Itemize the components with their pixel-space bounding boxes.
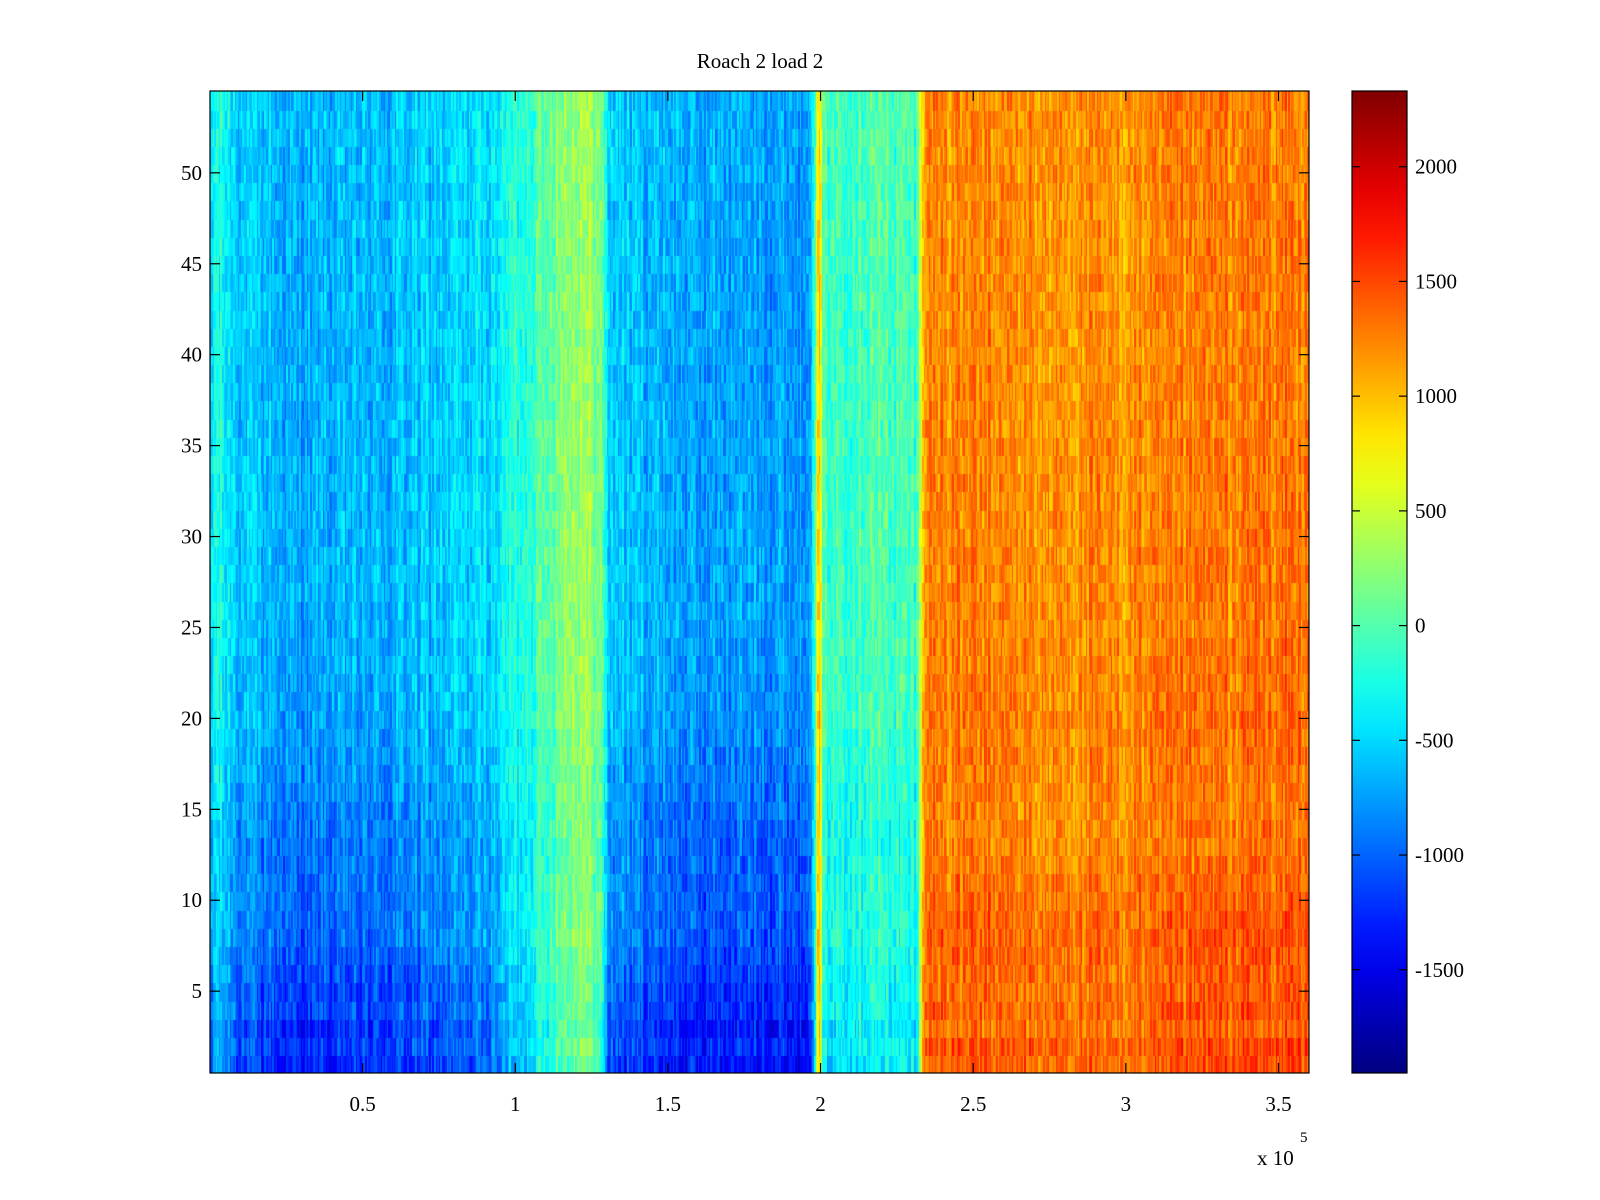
colorbar-tick-label: 1500 xyxy=(1415,269,1457,293)
y-tick-label: 15 xyxy=(181,797,202,821)
colorbar-tick-label: -500 xyxy=(1415,728,1454,752)
chart-title: Roach 2 load 2 xyxy=(697,49,824,73)
colorbar-ticks: -1500 -1000 -500 0 500 1000 1500 2000 xyxy=(1352,155,1464,982)
y-tick-label: 40 xyxy=(181,343,202,367)
colorbar-tick-label: -1500 xyxy=(1415,958,1464,982)
x-axis-multiplier-exponent: 5 xyxy=(1300,1130,1308,1146)
heatmap-cells xyxy=(210,91,1309,1073)
y-tick-label: 20 xyxy=(181,706,202,730)
colorbar-tick-label: 500 xyxy=(1415,499,1447,523)
y-tick-label: 30 xyxy=(181,525,202,549)
colorbar-tick-label: 0 xyxy=(1415,614,1426,638)
x-tick-label: 1.5 xyxy=(655,1092,681,1116)
x-tick-label: 3 xyxy=(1121,1092,1132,1116)
x-tick-label: 0.5 xyxy=(350,1092,376,1116)
colorbar-tick-label: -1000 xyxy=(1415,843,1464,867)
colorbar-frame xyxy=(1351,90,1408,1074)
colorbar-tick-label: 2000 xyxy=(1415,155,1457,179)
y-tick-label: 5 xyxy=(192,979,203,1003)
x-axis: 0.5 1 1.5 2 2.5 3 3.5 xyxy=(350,91,1292,1116)
plot-frame xyxy=(209,90,1310,1074)
y-axis: 5 10 15 20 25 30 35 40 45 50 xyxy=(181,161,1309,1003)
x-tick-label: 2 xyxy=(815,1092,826,1116)
colorbar-gradient xyxy=(1352,91,1407,1073)
colorbar-tick-label: 1000 xyxy=(1415,384,1457,408)
y-tick-label: 45 xyxy=(181,252,202,276)
y-tick-label: 10 xyxy=(181,888,202,912)
y-tick-label: 35 xyxy=(181,434,202,458)
x-axis-multiplier: x 10 xyxy=(1257,1146,1294,1170)
heatmap-plot-area xyxy=(210,91,1309,1073)
y-tick-label: 25 xyxy=(181,615,202,639)
x-tick-label: 2.5 xyxy=(960,1092,986,1116)
colorbar: -1500 -1000 -500 0 500 1000 1500 2000 xyxy=(1351,90,1464,1074)
x-tick-label: 3.5 xyxy=(1265,1092,1291,1116)
x-tick-label: 1 xyxy=(510,1092,521,1116)
y-tick-label: 50 xyxy=(181,161,202,185)
